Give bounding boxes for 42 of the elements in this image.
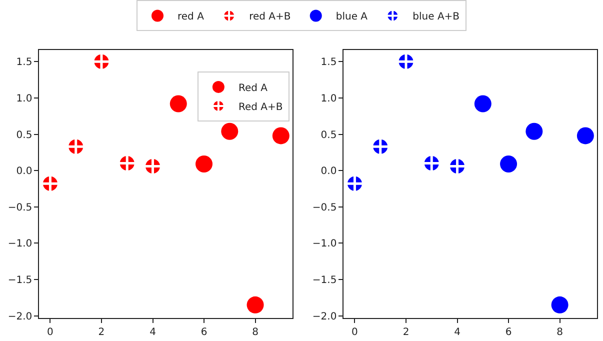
x-tick-label: 2 bbox=[402, 327, 410, 338]
y-tick-label: 1.5 bbox=[16, 57, 32, 68]
x-tick-label: 6 bbox=[505, 327, 512, 338]
point bbox=[196, 156, 213, 173]
point bbox=[474, 95, 492, 112]
legend-label: blue A+B bbox=[412, 12, 460, 23]
x-tick-label: 6 bbox=[200, 327, 208, 338]
y-tick-label: 0.0 bbox=[320, 166, 337, 178]
point bbox=[500, 156, 518, 173]
point bbox=[576, 127, 594, 144]
y-tick-label: −1.0 bbox=[8, 238, 32, 250]
y-tick-label: 1.5 bbox=[320, 57, 337, 68]
x-tick-label: 4 bbox=[150, 327, 156, 338]
x-tick-label: 2 bbox=[98, 327, 105, 338]
y-tick-label: −2.0 bbox=[8, 311, 32, 322]
y-tick-label: −0.5 bbox=[312, 202, 337, 214]
text: red A bbox=[178, 12, 204, 23]
point bbox=[170, 95, 187, 112]
y-tick-label: 0.0 bbox=[16, 166, 32, 178]
legend-label: Red A bbox=[238, 82, 268, 94]
x-tick-label: 8 bbox=[252, 327, 258, 338]
point bbox=[272, 127, 290, 144]
y-tick-label: 1.0 bbox=[16, 93, 32, 104]
legend-label: blue A bbox=[336, 12, 368, 23]
text: red A+B bbox=[249, 12, 291, 23]
point bbox=[221, 122, 238, 140]
y-tick-label: 1.0 bbox=[320, 93, 337, 104]
x-tick-label: 0 bbox=[352, 327, 358, 338]
point bbox=[526, 122, 543, 140]
x-tick-label: 4 bbox=[454, 327, 460, 338]
y-tick-label: −0.5 bbox=[8, 202, 32, 214]
y-tick-label: −1.5 bbox=[312, 275, 337, 286]
y-tick-label: 0.5 bbox=[16, 130, 32, 141]
y-tick-label: −2.0 bbox=[312, 311, 337, 322]
x-tick-label: 8 bbox=[556, 327, 563, 338]
y-tick-label: 0.5 bbox=[320, 130, 337, 141]
point bbox=[551, 296, 568, 314]
legend-label: Red A+B bbox=[238, 102, 283, 113]
y-tick-label: −1.0 bbox=[312, 238, 337, 250]
point bbox=[246, 296, 264, 314]
y-tick-label: −1.5 bbox=[8, 275, 32, 286]
x-tick-label: 0 bbox=[47, 327, 54, 338]
